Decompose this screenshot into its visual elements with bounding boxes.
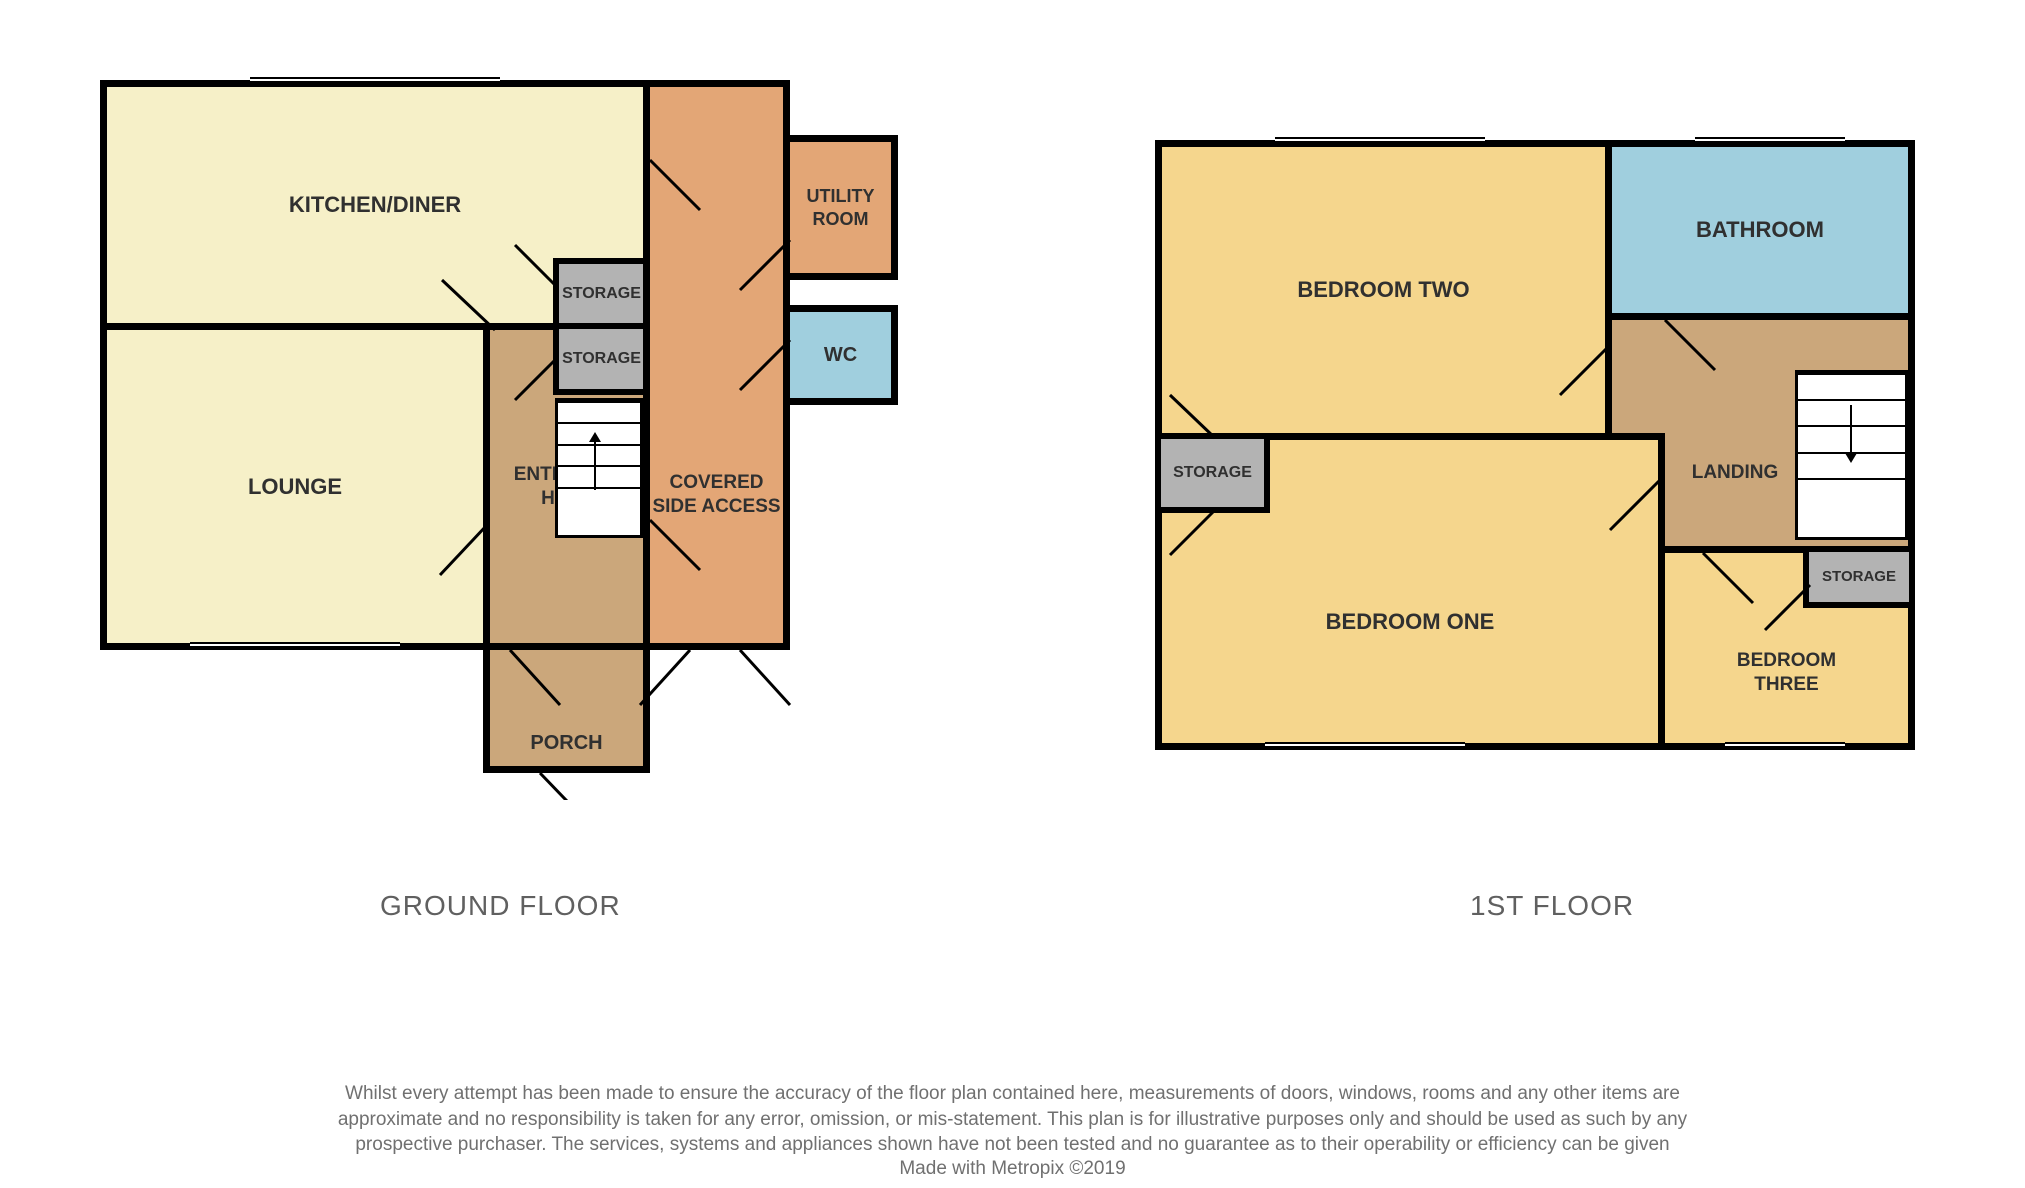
title-first: 1ST FLOOR bbox=[1470, 890, 1634, 922]
title-ground: GROUND FLOOR bbox=[380, 890, 621, 922]
floorplan-container: KITCHEN/DINER LOUNGE ENTRANCEHALL STORAG… bbox=[0, 0, 2025, 1188]
disclaimer-text: Whilst every attempt has been made to en… bbox=[0, 1081, 2025, 1158]
door-swings-ground bbox=[100, 80, 970, 800]
ground-floor: KITCHEN/DINER LOUNGE ENTRANCEHALL STORAG… bbox=[100, 80, 970, 800]
first-floor: BEDROOM TWO BATHROOM LANDING STORAGE BED… bbox=[1155, 140, 1915, 750]
credit-text: Made with Metropix ©2019 bbox=[0, 1158, 2025, 1180]
door-swings-first bbox=[1155, 140, 1915, 750]
